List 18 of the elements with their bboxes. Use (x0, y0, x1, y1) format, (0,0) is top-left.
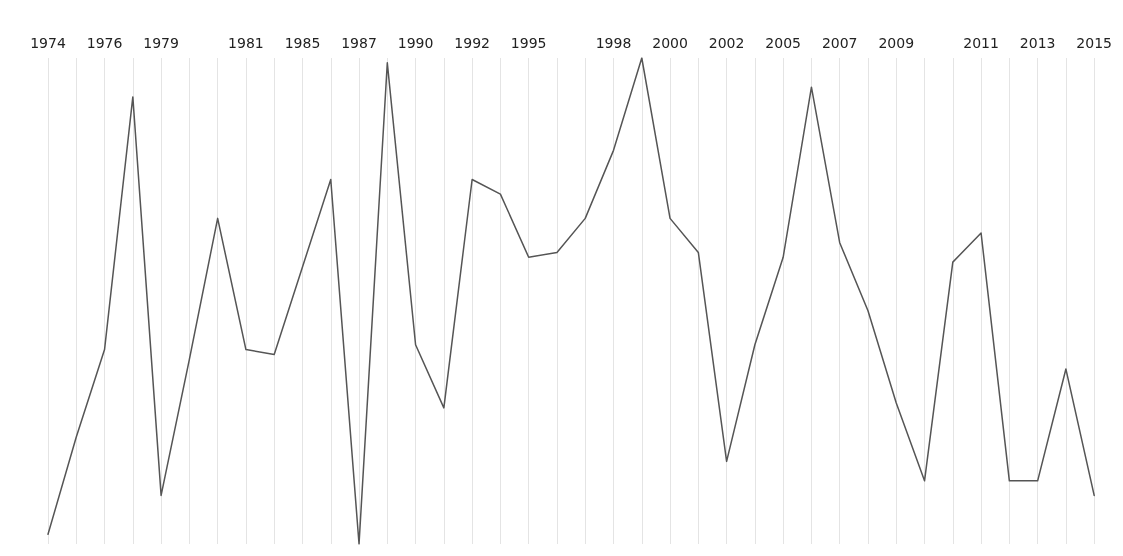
x-tick-label: 2000 (652, 35, 688, 51)
x-tick-label: 2009 (878, 35, 915, 51)
x-tick-label: 1976 (86, 35, 123, 51)
x-tick-label: 1985 (284, 35, 321, 51)
x-tick-label: 2002 (708, 35, 745, 51)
x-tick-label: 2005 (765, 35, 801, 51)
x-tick-label: 2015 (1076, 35, 1113, 51)
x-tick-label: 1979 (143, 35, 179, 51)
x-tick-label: 1987 (341, 35, 377, 51)
x-tick-label: 2011 (963, 35, 999, 51)
x-tick-label: 2007 (821, 35, 858, 51)
x-tick-label: 1981 (228, 35, 264, 51)
x-tick-label: 2013 (1019, 35, 1056, 51)
x-tick-label: 1990 (397, 35, 434, 51)
x-tick-label: 1998 (595, 35, 632, 51)
x-tick-label: 1995 (510, 35, 547, 51)
x-tick-label: 1974 (30, 35, 66, 51)
x-tick-label: 1992 (454, 35, 490, 51)
